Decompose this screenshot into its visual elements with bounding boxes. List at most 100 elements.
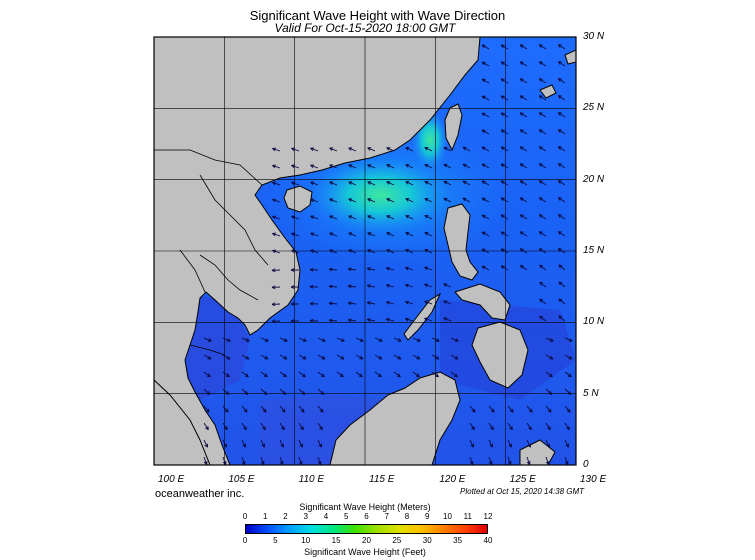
wave-arrow — [385, 283, 395, 288]
wave-arrow — [519, 112, 528, 118]
wave-arrow — [328, 267, 338, 272]
wave-arrow — [367, 232, 376, 237]
wave-arrow — [443, 283, 452, 288]
wave-arrow — [431, 371, 439, 378]
wave-arrow — [481, 44, 490, 50]
wave-arrow — [558, 281, 566, 288]
wave-arrow — [348, 181, 357, 186]
wave-arrow — [507, 456, 512, 465]
wave-arrow — [367, 249, 376, 254]
legend-feet-title: Significant Wave Height (Feet) — [304, 547, 426, 557]
longitude-label: 105 E — [228, 474, 255, 485]
wave-arrow — [500, 248, 509, 254]
longitude-label: 110 E — [298, 474, 325, 485]
wave-arrow — [564, 337, 573, 342]
meters-tick-label: 3 — [303, 512, 308, 521]
wave-arrow — [279, 405, 286, 413]
wave-arrow — [481, 95, 490, 101]
wave-arrow — [260, 439, 265, 448]
lat-lon-grid — [154, 37, 576, 465]
wave-arrow — [443, 300, 452, 305]
wave-arrow — [538, 163, 547, 169]
wave-arrow — [538, 95, 547, 101]
wave-arrow — [393, 337, 402, 342]
wave-arrow — [241, 371, 249, 378]
feet-tick-label: 10 — [301, 536, 311, 545]
wave-arrow — [386, 215, 395, 220]
wave-arrow — [348, 164, 357, 169]
wave-arrow — [271, 319, 281, 324]
wave-arrow — [367, 181, 376, 186]
wave-arrow — [298, 439, 303, 448]
wave-arrow — [545, 405, 552, 413]
wave-arrow — [412, 337, 421, 342]
wave-arrow — [260, 337, 269, 342]
wave-arrow — [260, 388, 268, 395]
longitude-label: 120 E — [439, 474, 466, 485]
wave-arrow — [538, 61, 547, 67]
wave-arrow — [538, 129, 547, 135]
wave-arrow — [310, 181, 319, 186]
wave-arrow — [374, 354, 383, 360]
wave-arrow — [481, 61, 490, 67]
meters-tick-label: 9 — [425, 512, 430, 521]
wave-arrow — [203, 405, 210, 413]
wave-arrow — [355, 354, 364, 360]
wave-arrow — [462, 163, 471, 169]
wave-arrow — [328, 301, 338, 306]
wave-arrow — [443, 180, 452, 186]
wave-arrow — [405, 266, 414, 271]
wave-arrow — [443, 146, 452, 152]
wave-arrow — [309, 318, 319, 323]
wave-arrow — [317, 337, 326, 342]
legend-meters-title: Significant Wave Height (Meters) — [299, 502, 431, 512]
wave-arrow — [222, 337, 231, 342]
wave-arrow — [241, 405, 248, 413]
wave-arrow — [310, 215, 319, 220]
wave-arrow — [298, 388, 306, 395]
wave-arrow — [405, 147, 414, 152]
wave-arrow — [538, 146, 547, 152]
landmasses — [154, 37, 576, 465]
wave-arrow — [279, 371, 287, 378]
wave-arrow — [481, 265, 490, 271]
wave-arrow — [488, 405, 495, 413]
wave-arrow — [310, 164, 319, 169]
wave-arrow — [526, 456, 531, 465]
wave-arrow — [386, 249, 395, 254]
wave-arrow — [405, 181, 414, 186]
latitude-label: 15 N — [583, 245, 605, 256]
wave-arrow — [558, 315, 566, 322]
feet-tick-label: 35 — [453, 536, 463, 545]
wave-arrow — [329, 164, 338, 169]
wave-arrow — [481, 197, 490, 203]
wave-arrow — [545, 422, 551, 431]
wave-arrow — [222, 422, 228, 431]
wave-arrow — [424, 214, 433, 220]
wave-arrow — [291, 232, 300, 237]
wave-arrow — [507, 422, 513, 431]
latitude-label: 0 — [583, 459, 589, 470]
wave-arrow — [393, 371, 401, 378]
wave-arrow — [279, 456, 284, 465]
wave-arrow — [203, 456, 208, 465]
wave-arrow — [450, 337, 459, 342]
wave-arrow — [557, 214, 566, 220]
wave-arrow — [328, 318, 338, 323]
wave-arrow — [222, 439, 227, 448]
wave-arrow — [298, 354, 307, 360]
latitude-label: 10 N — [583, 316, 605, 328]
wave-arrow — [366, 301, 376, 305]
wave-arrow — [424, 180, 433, 186]
meters-tick-label: 0 — [242, 512, 248, 521]
feet-tick-label: 40 — [483, 536, 493, 545]
credit-label: oceanweather inc. — [155, 488, 245, 500]
wave-arrow — [291, 147, 300, 152]
wave-arrow — [203, 422, 209, 431]
wave-arrow — [412, 354, 421, 360]
wave-arrow — [539, 315, 547, 322]
wave-arrow — [500, 180, 509, 186]
wave-arrow — [424, 317, 433, 322]
wave-arrow — [500, 78, 509, 84]
wave-arrow — [564, 422, 570, 431]
